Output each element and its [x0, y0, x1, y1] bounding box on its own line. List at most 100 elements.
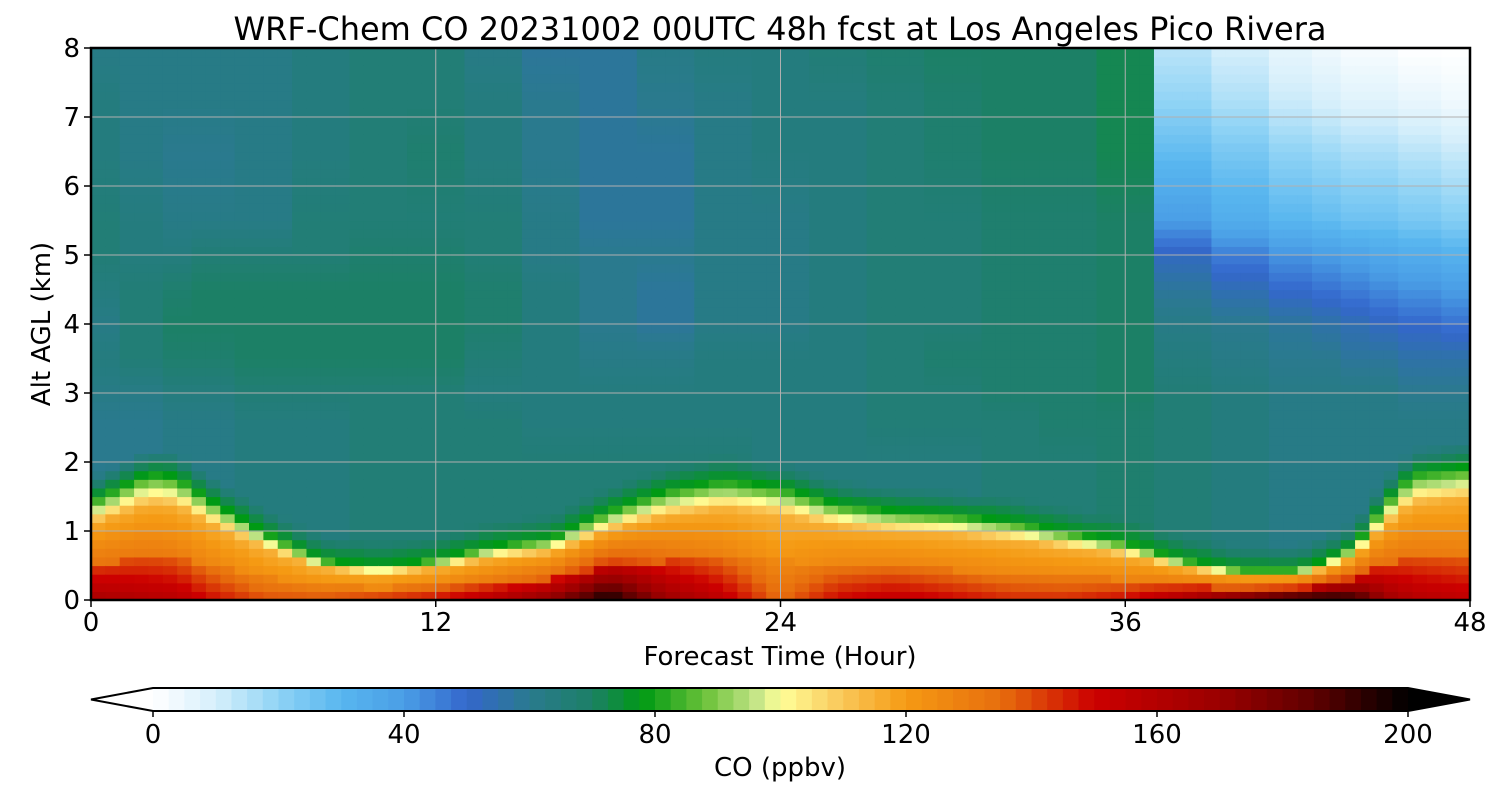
field-cell	[579, 142, 595, 153]
field-cell	[809, 246, 825, 256]
field-cell	[478, 117, 494, 127]
field-cell	[938, 117, 954, 127]
field-cell	[708, 582, 724, 592]
field-cell	[234, 306, 250, 316]
field-cell	[162, 548, 178, 558]
field-cell	[723, 479, 738, 489]
field-cell	[1010, 117, 1026, 127]
field-cell	[119, 591, 135, 601]
field-cell	[536, 367, 552, 377]
field-cell	[1039, 125, 1055, 135]
field-cell	[205, 487, 221, 498]
field-cell	[852, 375, 868, 385]
field-cell	[550, 229, 566, 239]
field-cell	[837, 505, 853, 515]
field-cell	[981, 393, 997, 403]
field-cell	[751, 582, 767, 592]
field-cell	[220, 108, 236, 118]
field-cell	[464, 134, 480, 144]
field-cell	[306, 556, 322, 567]
field-cell	[593, 496, 609, 506]
field-cell	[565, 384, 580, 394]
field-cell	[952, 487, 968, 498]
field-cell	[392, 375, 408, 385]
field-cell	[392, 255, 408, 265]
field-cell	[306, 513, 322, 523]
field-cell	[536, 91, 552, 101]
field-cell	[435, 82, 451, 92]
field-cell	[579, 539, 595, 549]
field-cell	[593, 341, 609, 351]
field-cell	[737, 315, 753, 325]
field-cell	[1082, 91, 1098, 101]
field-cell	[1139, 48, 1155, 58]
field-cell	[651, 160, 667, 170]
field-cell	[191, 427, 207, 437]
field-cell	[1197, 211, 1213, 222]
field-cell	[579, 125, 595, 135]
field-cell	[421, 410, 437, 420]
field-cell	[823, 427, 839, 437]
field-cell	[881, 211, 897, 222]
field-cell	[1053, 375, 1069, 385]
field-cell	[909, 341, 925, 351]
field-cell	[823, 548, 839, 558]
field-cell	[378, 315, 394, 325]
field-cell	[665, 401, 681, 411]
field-cell	[177, 556, 193, 567]
field-cell	[292, 280, 308, 291]
field-cell	[579, 229, 595, 239]
field-cell	[837, 565, 853, 575]
field-cell	[407, 298, 422, 308]
field-cell	[249, 125, 264, 135]
field-cell	[852, 263, 868, 273]
field-cell	[981, 91, 997, 101]
field-cell	[220, 358, 236, 368]
field-cell	[1053, 487, 1069, 498]
field-cell	[148, 393, 164, 403]
field-cell	[866, 479, 882, 489]
field-cell	[148, 462, 164, 472]
field-cell	[837, 462, 853, 472]
field-cell	[134, 91, 150, 101]
field-cell	[407, 513, 422, 523]
field-cell	[464, 263, 480, 273]
field-cell	[837, 280, 853, 291]
field-cell	[1110, 160, 1126, 170]
field-cell	[234, 591, 250, 601]
field-cell	[521, 513, 537, 523]
field-cell	[651, 117, 667, 127]
field-cell	[794, 324, 810, 334]
field-cell	[1197, 280, 1213, 291]
field-cell	[263, 324, 279, 334]
field-cell	[119, 203, 135, 213]
field-cell	[1082, 177, 1098, 187]
field-cell	[349, 487, 365, 498]
field-cell	[1067, 280, 1083, 291]
field-cell	[938, 565, 954, 575]
field-cell	[134, 203, 150, 213]
field-cell	[220, 272, 236, 282]
field-cell	[363, 298, 379, 308]
field-cell	[220, 487, 236, 498]
field-cell	[1168, 531, 1184, 541]
field-cell	[780, 574, 796, 584]
field-cell	[493, 393, 509, 403]
field-cell	[249, 427, 264, 437]
field-cell	[177, 220, 193, 230]
field-cell	[837, 401, 853, 411]
field-cell	[263, 384, 279, 394]
field-cell	[780, 99, 796, 109]
field-cell	[464, 565, 480, 575]
field-cell	[780, 531, 796, 541]
field-cell	[1082, 539, 1098, 549]
field-cell	[1182, 237, 1198, 247]
field-cell	[1197, 574, 1213, 584]
field-cell	[105, 117, 121, 127]
field-cell	[708, 298, 724, 308]
field-cell	[952, 539, 968, 549]
field-cell	[464, 539, 480, 549]
field-cell	[148, 505, 164, 515]
field-cell	[191, 220, 207, 230]
field-cell	[392, 315, 408, 325]
